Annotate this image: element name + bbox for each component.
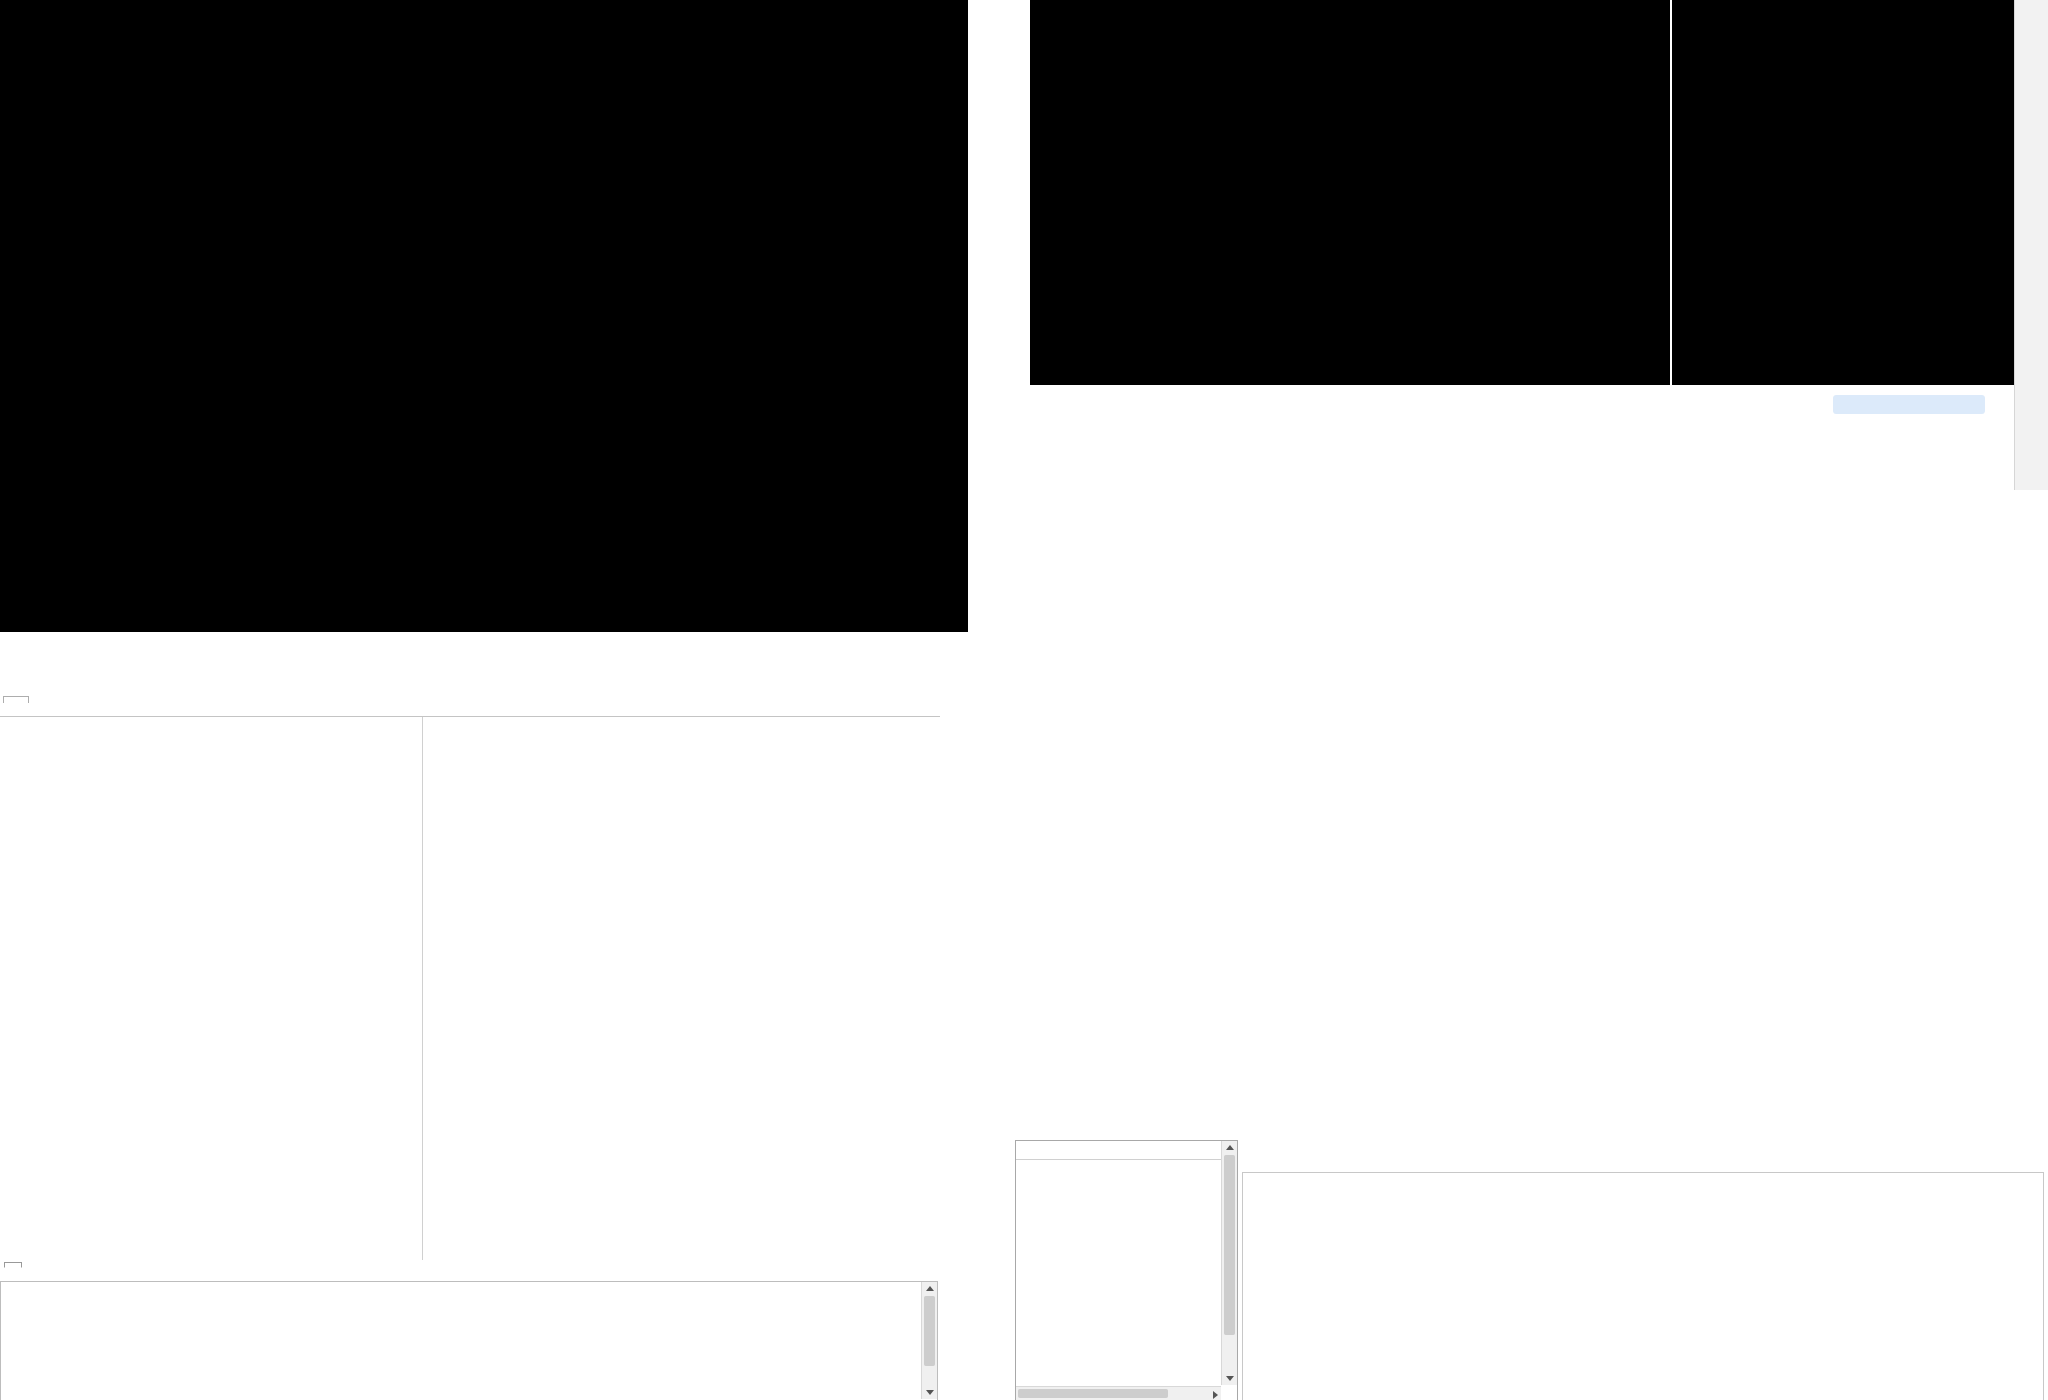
analysis-params-panel [1015,1118,1238,1400]
table-vertical-scrollbar[interactable] [921,1282,937,1399]
connection-psp-plots[interactable] [0,716,422,1260]
params-tabs [1015,1118,1236,1141]
spike-analysis-plots[interactable] [1030,387,1530,632]
sweep15-panel [1030,0,1670,385]
morphology-panel [940,632,2048,1112]
neuron-morphology-view[interactable] [940,632,2048,1112]
sholl-panel [1242,1150,2044,1400]
sweep59-voltage-current-plot[interactable] [0,0,968,632]
params-header [1016,1141,1221,1160]
window-sag-button[interactable] [1833,395,1985,414]
connections-table-wrap [0,1281,938,1400]
params-horizontal-scrollbar[interactable] [1016,1386,1221,1400]
sholl-frequency-plot[interactable] [1243,1209,2043,1399]
scroll-up-arrow[interactable] [926,1286,934,1291]
spike-analysis-group [1030,387,1530,632]
params-vertical-scrollbar[interactable] [1221,1141,1237,1385]
scrollbar-thumb[interactable] [924,1296,935,1366]
figures-tabbar [0,695,940,717]
tab-detected-connections[interactable] [4,1262,22,1268]
scroll-down-arrow[interactable] [926,1390,934,1395]
iv-analysis-plots[interactable] [1533,387,2014,632]
right-icon-strip [2014,0,2048,490]
sweep15-voltage-current-plot[interactable] [1030,0,1670,385]
iv-analysis-group [1533,387,2014,632]
phase-plot-panel [1672,0,2014,385]
tab-figures[interactable] [3,696,29,703]
connectivity-graph[interactable] [424,716,938,1260]
sweep59-panel [0,0,968,632]
sholl-tabs [1242,1150,2044,1173]
phase-plot[interactable] [1672,0,2014,385]
network-diagram-panel [424,716,938,1260]
connection-traces-panel [0,716,423,1260]
